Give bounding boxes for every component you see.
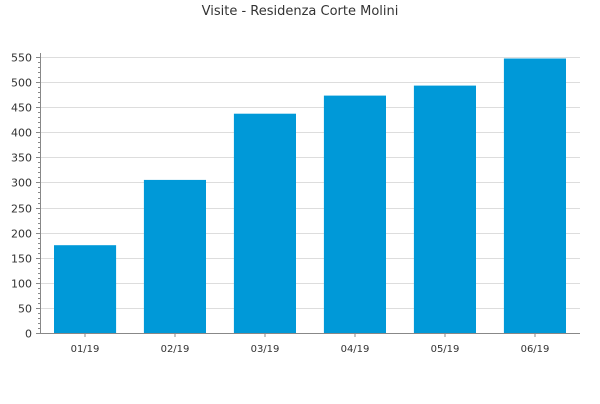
y-tick-label: 400 xyxy=(11,127,32,140)
bar-06/19 xyxy=(503,58,566,333)
axes xyxy=(36,53,580,337)
chart-title: Visite - Residenza Corte Molini xyxy=(201,4,399,19)
y-tick-label: 150 xyxy=(11,253,32,266)
x-tick-label: 05/19 xyxy=(431,344,460,355)
y-tick-label: 50 xyxy=(18,303,32,316)
y-tick-label: 0 xyxy=(25,328,32,341)
x-tick-label: 02/19 xyxy=(161,344,190,355)
tick-labels: 0 50 100 150 200 250 300 350 400 450 500 550 01/19 02… xyxy=(11,52,549,356)
y-tick-label: 300 xyxy=(11,177,32,190)
bar-03/19 xyxy=(233,113,296,333)
y-tick-label: 100 xyxy=(11,278,32,291)
y-tick-label: 500 xyxy=(11,77,32,90)
bar-05/19 xyxy=(413,85,476,333)
x-tick-label: 04/19 xyxy=(341,344,370,355)
y-tick-label: 450 xyxy=(11,102,32,115)
x-tick-label: 06/19 xyxy=(521,344,550,355)
bar-02/19 xyxy=(143,179,206,333)
y-tick-label: 250 xyxy=(11,203,32,216)
bar-04/19 xyxy=(323,95,386,333)
y-tick-label: 200 xyxy=(11,228,32,241)
bar-01/19 xyxy=(54,245,117,333)
x-tick-label: 01/19 xyxy=(71,344,100,355)
grid-lines xyxy=(40,57,580,309)
bars xyxy=(54,58,566,333)
y-tick-label: 350 xyxy=(11,152,32,165)
x-tick-label: 03/19 xyxy=(251,344,280,355)
y-tick-label: 550 xyxy=(11,52,32,65)
